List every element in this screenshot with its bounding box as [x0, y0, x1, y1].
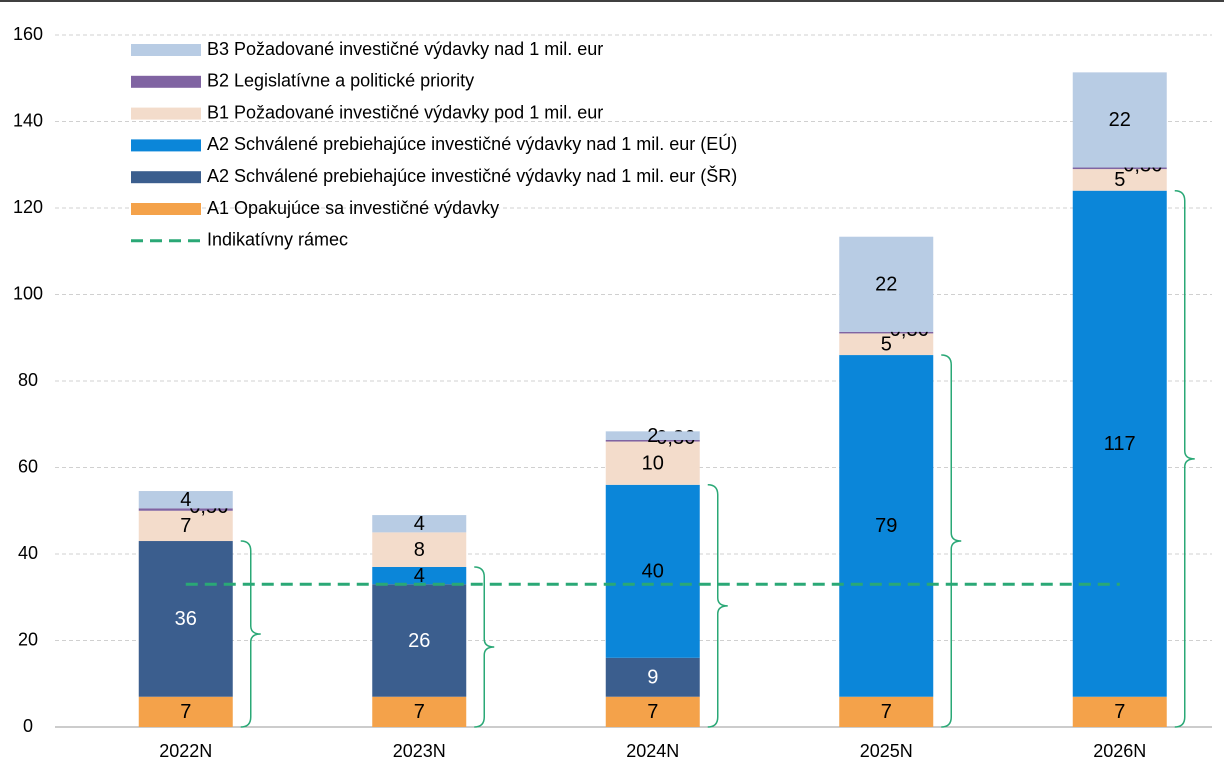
- legend-swatch: [131, 171, 201, 184]
- data-label: 2: [647, 425, 658, 447]
- bar-segment: [138, 696, 233, 727]
- bar-segment: [372, 566, 467, 585]
- brace: [941, 354, 962, 728]
- legend-label: B1 Požadované investičné výdavky pod 1 m…: [207, 102, 603, 122]
- y-tick-label: 120: [13, 197, 43, 217]
- data-label: 36: [175, 608, 197, 630]
- legend-label: A2 Schválené prebiehajúce investičné výd…: [207, 133, 737, 154]
- legend-label: Indikatívny rámec: [207, 230, 348, 250]
- bar-segment: [138, 541, 233, 697]
- data-label: 5: [1114, 169, 1125, 191]
- legend-swatch: [131, 107, 201, 120]
- y-tick-label: 20: [18, 629, 38, 649]
- data-label: 10: [642, 452, 664, 474]
- y-tick-label: 100: [13, 283, 43, 303]
- bar-segment: [138, 508, 233, 511]
- bar-segment: [372, 584, 467, 697]
- data-label: 40: [642, 561, 664, 583]
- legend-label: B3 Požadované investičné výdavky nad 1 m…: [207, 39, 603, 59]
- data-label: 4: [414, 513, 425, 535]
- x-tick-label: 2025N: [860, 741, 913, 761]
- y-tick-label: 60: [18, 456, 38, 476]
- legend-label: A1 Opakujúce sa investičné výdavky: [207, 198, 499, 218]
- bar-segment: [605, 441, 700, 485]
- data-label: 8: [414, 539, 425, 561]
- bar-segment: [138, 510, 233, 542]
- bar-segment: [605, 657, 700, 697]
- x-tick-label: 2024N: [626, 741, 679, 761]
- data-label: 7: [1114, 701, 1125, 723]
- bar-segment: [605, 484, 700, 658]
- legend-swatch: [131, 75, 201, 88]
- brace: [474, 566, 495, 728]
- bar-segment: [1072, 72, 1167, 168]
- data-label: 22: [1109, 109, 1131, 131]
- data-label: 7: [881, 701, 892, 723]
- x-tick-label: 2026N: [1093, 741, 1146, 761]
- bar-segment: [1072, 190, 1167, 697]
- legend-label: A2 Schválené prebiehajúce investičné výd…: [207, 165, 737, 186]
- data-label: 7: [180, 515, 191, 537]
- y-tick-label: 80: [18, 370, 38, 390]
- bar-segment: [372, 515, 467, 533]
- bar-segment: [605, 696, 700, 727]
- data-label: 26: [408, 630, 430, 652]
- bar-segment: [372, 696, 467, 727]
- y-tick-label: 160: [13, 24, 43, 44]
- data-label: 4: [180, 489, 191, 511]
- bar-segment: [605, 439, 700, 442]
- data-label: 7: [414, 701, 425, 723]
- bar-segment: [1072, 167, 1167, 170]
- bar-segment: [839, 331, 934, 334]
- bar-segment: [839, 236, 934, 332]
- bar-segment: [839, 696, 934, 727]
- legend-label: B2 Legislatívne a politické priority: [207, 71, 474, 91]
- brace: [240, 540, 261, 728]
- bar-segment: [605, 431, 700, 440]
- data-label: 22: [875, 274, 897, 296]
- y-tick-label: 0: [23, 716, 33, 736]
- y-tick-label: 140: [13, 110, 43, 130]
- bar-segment: [138, 491, 233, 509]
- brace: [1174, 189, 1195, 728]
- bar-segment: [1072, 696, 1167, 727]
- bar-segment: [839, 355, 934, 697]
- brace: [707, 484, 728, 728]
- x-tick-label: 2022N: [159, 741, 212, 761]
- data-label: 5: [881, 334, 892, 356]
- y-tick-label: 40: [18, 543, 38, 563]
- bar-segment: [372, 532, 467, 567]
- data-label: 4: [414, 565, 425, 587]
- legend-swatch: [131, 139, 201, 152]
- legend-swatch: [131, 44, 201, 56]
- data-label: 117: [1104, 433, 1136, 455]
- data-label: 79: [875, 515, 897, 537]
- legend-swatch: [131, 203, 201, 215]
- data-label: 7: [647, 701, 658, 723]
- x-tick-label: 2023N: [393, 741, 446, 761]
- bar-segment: [839, 333, 934, 356]
- bar-segment: [1072, 169, 1167, 191]
- data-label: 9: [647, 667, 658, 689]
- data-label: 7: [180, 701, 191, 723]
